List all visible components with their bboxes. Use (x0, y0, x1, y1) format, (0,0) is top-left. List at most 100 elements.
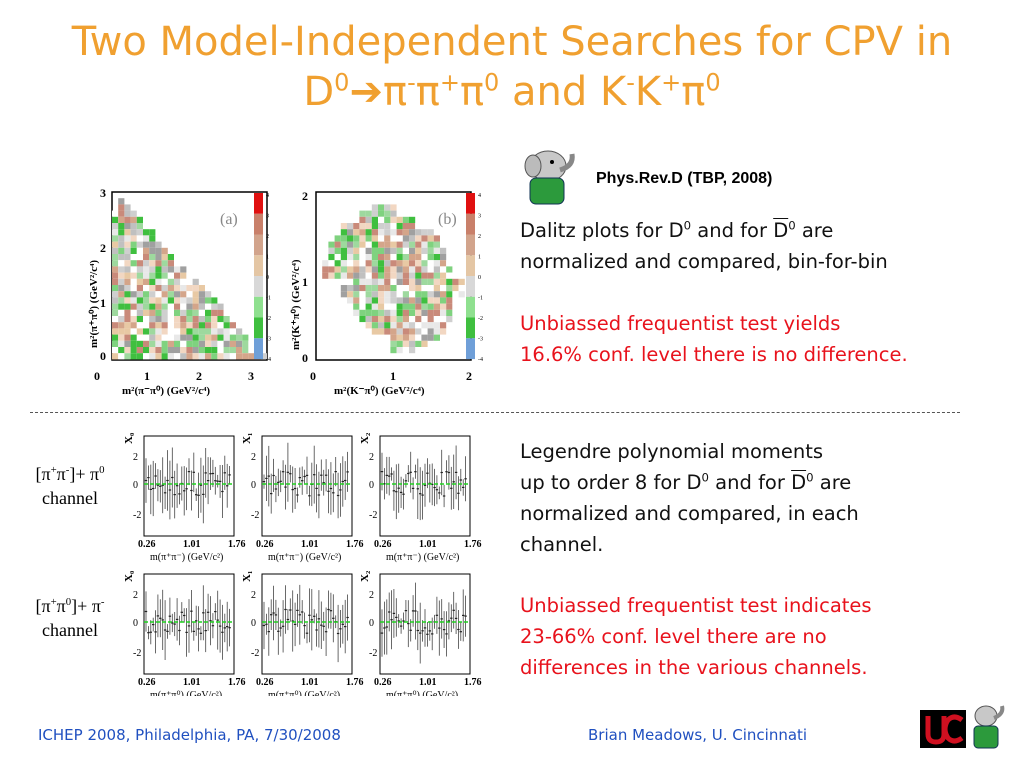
dalitz-bin (205, 291, 212, 298)
dalitz-bin (180, 340, 187, 347)
dalitz-bin (149, 254, 156, 261)
moment-ytick: 0 (133, 618, 138, 629)
dalitz-bin (421, 229, 428, 236)
dalitz-bin (359, 297, 366, 304)
dalitz-bin (236, 340, 243, 347)
dalitz-bin (124, 260, 131, 267)
dalitz-bin (396, 334, 403, 341)
dalitz-bin (155, 322, 162, 329)
dalitz-bin (205, 297, 212, 304)
dalitz-bin (149, 340, 156, 347)
scale-tick: -3 (478, 337, 483, 343)
moment-xtick: 1.01 (419, 677, 437, 688)
dalitz-bin (347, 272, 354, 279)
babar-elephant-icon (524, 150, 575, 205)
dalitz-bin (118, 353, 125, 360)
dalitz-bin (192, 347, 199, 354)
moment-plot: 2 0 -2 X₂ 0.26 1.01 1.76 m(π⁺π⁻) (GeV/c²) (359, 432, 482, 563)
dalitz-bin (229, 347, 236, 354)
dalitz-bin (124, 297, 131, 304)
dalitz-bin (402, 322, 409, 329)
dalitz-bin (118, 216, 125, 223)
dalitz-bin (365, 241, 372, 248)
dalitz-bin (334, 241, 341, 248)
dalitz-bin (409, 241, 416, 248)
dalitz-bin (440, 260, 447, 267)
dalitz-bin (180, 303, 187, 310)
dalitz-bin (112, 235, 119, 242)
dalitz-bin (186, 334, 193, 341)
dalitz-bin (198, 328, 205, 335)
dalitz-bin (217, 316, 224, 323)
dalitz-bin (118, 340, 125, 347)
dalitz-bin (112, 334, 119, 341)
dalitz-bin (112, 322, 119, 329)
dalitz-bin (347, 241, 354, 248)
dalitz-bin (440, 272, 447, 279)
dalitz-bin (167, 347, 174, 354)
ytick: 0 (100, 349, 106, 363)
dalitz-bin (130, 303, 137, 310)
dalitz-bin (390, 322, 397, 329)
moment-ytick: 0 (251, 618, 256, 629)
dalitz-bin (427, 309, 434, 316)
scale-swatch (466, 276, 475, 297)
dalitz-bin (433, 316, 440, 323)
dalitz-bin (136, 303, 143, 310)
scale-tick: 1 (478, 255, 481, 261)
dalitz-bin (143, 291, 150, 298)
dalitz-bin (340, 235, 347, 242)
dalitz-bin (155, 266, 162, 273)
dalitz-bin (427, 254, 434, 261)
dalitz-bin (396, 229, 403, 236)
dalitz-bin (149, 316, 156, 323)
dalitz-bin (353, 285, 360, 292)
dalitz-bin (378, 241, 385, 248)
dalitz-bin (396, 322, 403, 329)
dalitz-bin (353, 291, 360, 298)
dalitz-bin (396, 347, 403, 354)
dalitz-bin (217, 347, 224, 354)
moment-plot: 2 0 -2 X₁ 0.26 1.01 1.76 m(π⁺π⁻) (GeV/c²) (241, 433, 364, 563)
dalitz-bin (155, 260, 162, 267)
dalitz-bin (192, 322, 199, 329)
dalitz-bin (390, 229, 397, 236)
dalitz-bin (118, 272, 125, 279)
dalitz-bin (167, 316, 174, 323)
dalitz-b-color-scale: 4 3 2 1 0 -1 -2 -3 -4 (466, 193, 483, 363)
dalitz-bin (396, 223, 403, 230)
dalitz-bin (174, 353, 181, 360)
dalitz-bin (409, 303, 416, 310)
dalitz-bin (242, 334, 249, 341)
dalitz-bin (359, 223, 366, 230)
dalitz-bin (180, 266, 187, 273)
moment-xtick: 1.76 (346, 677, 364, 688)
dalitz-bin (149, 328, 156, 335)
dalitz-bin (427, 266, 434, 273)
dalitz-bin (186, 347, 193, 354)
dalitz-bin (229, 334, 236, 341)
dalitz-bin (155, 254, 162, 261)
dalitz-bin (192, 303, 199, 310)
dalitz-bin (433, 297, 440, 304)
dalitz-bin (340, 260, 347, 267)
dalitz-bin (446, 266, 453, 273)
moment-xtick: 1.76 (464, 677, 482, 688)
scale-tick: 4 (266, 193, 269, 199)
dalitz-bin (155, 334, 162, 341)
dalitz-bin (136, 216, 143, 223)
dalitz-bin (211, 334, 218, 341)
dalitz-bin (371, 278, 378, 285)
dalitz-bin (390, 285, 397, 292)
dalitz-bin (192, 328, 199, 335)
dalitz-bin (161, 278, 168, 285)
dalitz-bin (446, 291, 453, 298)
dalitz-bin (198, 322, 205, 329)
moment-ytick: -2 (369, 510, 377, 521)
dalitz-bin (149, 347, 156, 354)
dalitz-bin (248, 340, 255, 347)
moment-ytick: 2 (251, 452, 256, 463)
dalitz-bin (415, 297, 422, 304)
moment-xtick: 1.01 (301, 539, 319, 550)
dalitz-bin (124, 247, 131, 254)
